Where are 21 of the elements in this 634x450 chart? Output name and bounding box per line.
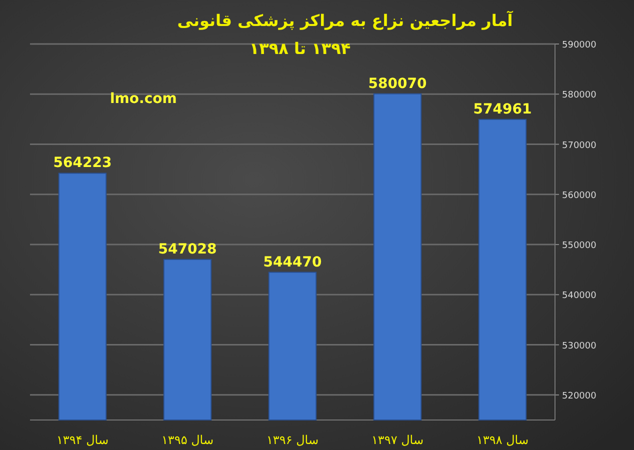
data-label: 574961 [473,101,532,118]
chart-subtitle: ۱۳۹۴ تا ۱۳۹۸ [249,39,351,58]
data-label: 580070 [368,76,427,92]
x-tick-label: سال ۱۳۹۸ [476,433,529,447]
y-tick-label: 560000 [562,190,597,201]
y-tick-label: 530000 [562,341,597,352]
annotation: lmo.com [110,91,177,107]
data-label: 564223 [53,155,112,172]
x-tick-label: سال ۱۳۹۵ [161,433,214,447]
y-tick-label: 570000 [562,140,597,151]
y-tick-label: 550000 [562,241,597,252]
chart-title: آمار مراجعین نزاع به مراکز پزشکی قانونی [177,10,514,30]
y-tick-label: 590000 [562,40,597,50]
x-tick-label: سال ۱۳۹۷ [371,433,424,447]
y-tick-label: 580000 [562,90,597,101]
x-tick-label: سال ۱۳۹۴ [56,433,109,447]
x-tick-label: سال ۱۳۹۶ [266,433,319,447]
data-label: 547028 [158,241,217,258]
y-tick-label: 520000 [562,391,597,402]
data-label: 544470 [263,254,322,270]
y-tick-label: 540000 [562,291,597,302]
